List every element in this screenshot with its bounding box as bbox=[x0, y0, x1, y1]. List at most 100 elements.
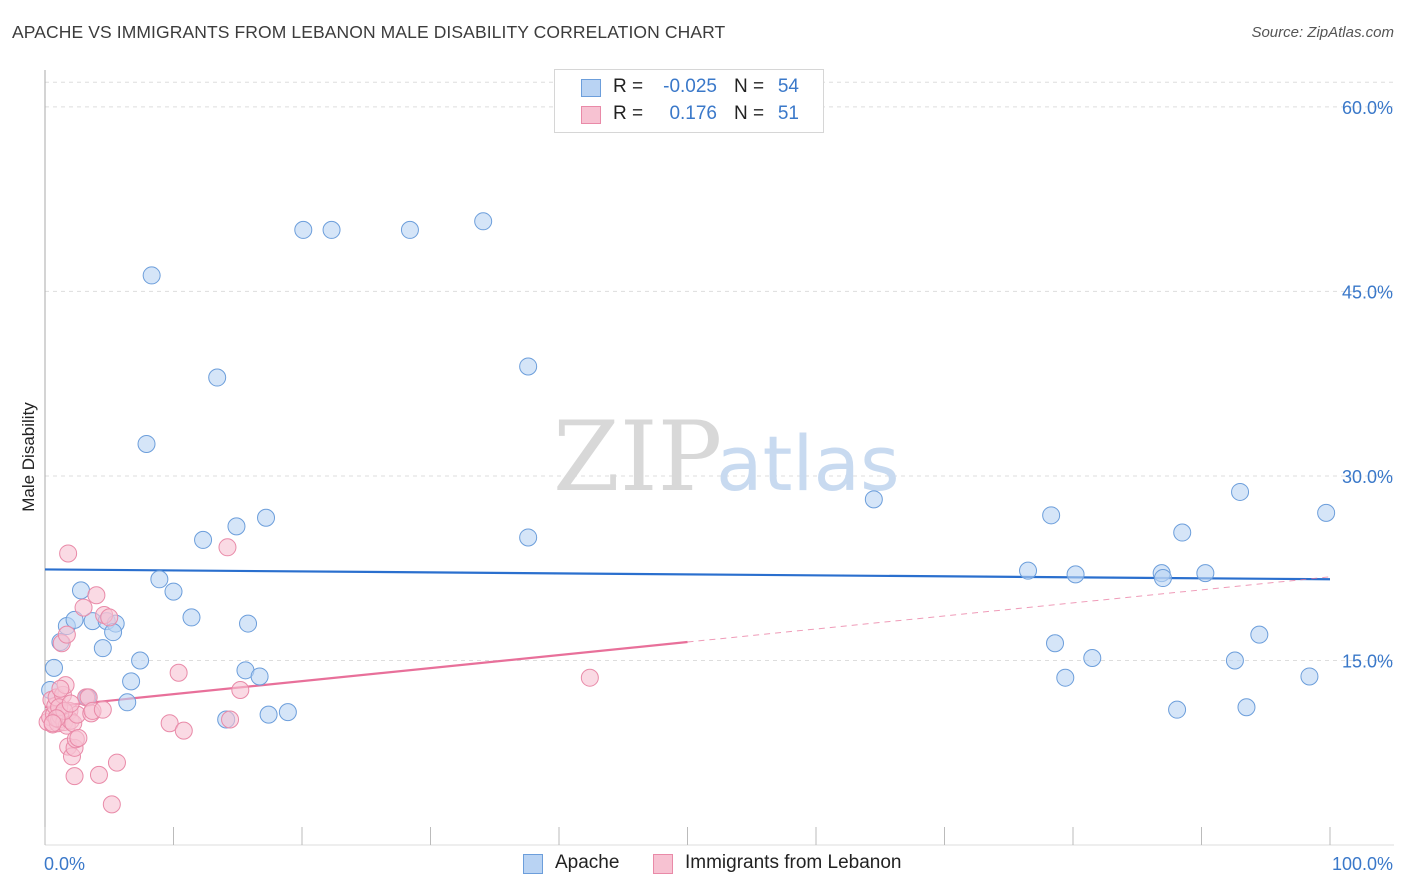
apache-point bbox=[1153, 569, 1172, 588]
lebanon-point bbox=[580, 668, 599, 687]
apache-point bbox=[257, 508, 276, 527]
apache-point bbox=[278, 703, 297, 722]
apache-point bbox=[1083, 649, 1102, 668]
r-value: -0.025 bbox=[663, 76, 717, 97]
apache-swatch bbox=[581, 79, 601, 97]
lebanon-point bbox=[218, 538, 237, 557]
apache-point bbox=[227, 517, 246, 536]
legend-row-apache: R = -0.025 N = 54 bbox=[555, 74, 823, 102]
r-label: R = bbox=[613, 76, 644, 97]
apache-point bbox=[1300, 667, 1319, 686]
stats-legend: R = -0.025 N = 54 R = 0.176 N = 51 bbox=[554, 69, 824, 133]
lebanon-point bbox=[93, 700, 112, 719]
apache-point bbox=[1196, 564, 1215, 583]
points bbox=[38, 212, 1336, 814]
apache-point bbox=[259, 705, 278, 724]
y-axis-label: Male Disability bbox=[19, 402, 38, 512]
lebanon-point bbox=[74, 598, 93, 617]
apache-point bbox=[208, 368, 227, 387]
apache-point bbox=[294, 220, 313, 239]
apache-point bbox=[122, 672, 141, 691]
lebanon-point bbox=[169, 663, 188, 682]
lebanon-point bbox=[61, 694, 80, 713]
apache-point bbox=[1019, 561, 1038, 580]
apache-point bbox=[1225, 651, 1244, 670]
trend-line-extension-1 bbox=[687, 576, 1331, 643]
chart-source: Source: ZipAtlas.com bbox=[1251, 24, 1394, 41]
apache-point bbox=[104, 623, 123, 642]
x-tick-label: 100.0% bbox=[1332, 854, 1393, 874]
y-tick-label: 60.0% bbox=[1342, 98, 1393, 118]
apache-point bbox=[519, 357, 538, 376]
lebanon-point bbox=[65, 767, 84, 786]
apache-point bbox=[182, 608, 201, 627]
lebanon-point bbox=[231, 681, 250, 699]
apache-point bbox=[474, 212, 493, 231]
lebanon-point bbox=[100, 608, 119, 627]
apache-point bbox=[65, 610, 84, 629]
r-label: R = bbox=[613, 103, 644, 124]
apache-point bbox=[1042, 506, 1061, 525]
lebanon-point bbox=[69, 728, 88, 747]
y-tick-label: 45.0% bbox=[1342, 282, 1393, 302]
apache-point bbox=[1056, 668, 1075, 687]
lebanon-point bbox=[51, 679, 70, 698]
apache-point bbox=[1173, 523, 1192, 542]
apache-point bbox=[93, 639, 112, 658]
x-tick-label: 0.0% bbox=[44, 854, 85, 874]
apache-point bbox=[131, 651, 150, 670]
lebanon-swatch bbox=[653, 854, 673, 874]
apache-point bbox=[400, 220, 419, 239]
apache-point bbox=[71, 581, 90, 600]
n-value: 54 bbox=[777, 76, 799, 97]
apache-point bbox=[142, 266, 161, 285]
trend-line-0 bbox=[44, 568, 1331, 581]
watermark-zip: ZIP bbox=[553, 401, 722, 513]
apache-point bbox=[1046, 634, 1065, 653]
apache-point bbox=[1168, 700, 1187, 719]
apache-point bbox=[1066, 565, 1085, 584]
lebanon-point bbox=[102, 795, 121, 814]
ticks: 15.0% 30.0% 45.0% 60.0% 0.0% 100.0% bbox=[44, 98, 1393, 874]
bottom-legend-apache-label: Apache bbox=[555, 852, 620, 873]
lebanon-point bbox=[221, 710, 240, 729]
apache-point bbox=[519, 528, 538, 547]
trend-lines bbox=[44, 568, 1331, 709]
bottom-legend-lebanon-label: Immigrants from Lebanon bbox=[685, 852, 902, 873]
apache-point bbox=[864, 490, 883, 509]
lebanon-point bbox=[107, 753, 126, 772]
apache-point bbox=[1250, 625, 1269, 644]
trend-line-1 bbox=[44, 640, 688, 709]
lebanon-point bbox=[89, 765, 108, 784]
apache-point bbox=[44, 658, 63, 677]
apache-swatch bbox=[523, 854, 543, 874]
y-tick-label: 15.0% bbox=[1342, 651, 1393, 671]
apache-point bbox=[118, 693, 137, 712]
n-label: N = bbox=[734, 76, 765, 97]
lebanon-point bbox=[160, 714, 179, 733]
apache-point bbox=[150, 570, 169, 589]
lebanon-point bbox=[174, 721, 193, 740]
apache-point bbox=[137, 434, 156, 453]
apache-point bbox=[322, 220, 341, 239]
r-value: 0.176 bbox=[669, 103, 717, 124]
legend-row-lebanon: R = 0.176 N = 51 bbox=[555, 101, 823, 129]
apache-point bbox=[239, 614, 258, 633]
apache-point bbox=[1317, 503, 1336, 522]
lebanon-point bbox=[57, 625, 76, 644]
watermark: ZIP atlas bbox=[553, 401, 900, 513]
bottom-legend-apache: Apache bbox=[523, 852, 633, 876]
n-value: 51 bbox=[777, 103, 799, 124]
chart-title: APACHE VS IMMIGRANTS FROM LEBANON MALE D… bbox=[12, 22, 726, 42]
apache-point bbox=[194, 530, 213, 549]
lebanon-point bbox=[87, 586, 106, 605]
apache-point bbox=[250, 667, 269, 686]
apache-point bbox=[164, 582, 183, 601]
bottom-legend-lebanon: Immigrants from Lebanon bbox=[653, 852, 933, 876]
lebanon-point bbox=[59, 544, 78, 563]
lebanon-point bbox=[43, 714, 62, 733]
apache-point bbox=[1237, 698, 1256, 717]
lebanon-swatch bbox=[581, 106, 601, 124]
y-tick-label: 30.0% bbox=[1342, 467, 1393, 487]
